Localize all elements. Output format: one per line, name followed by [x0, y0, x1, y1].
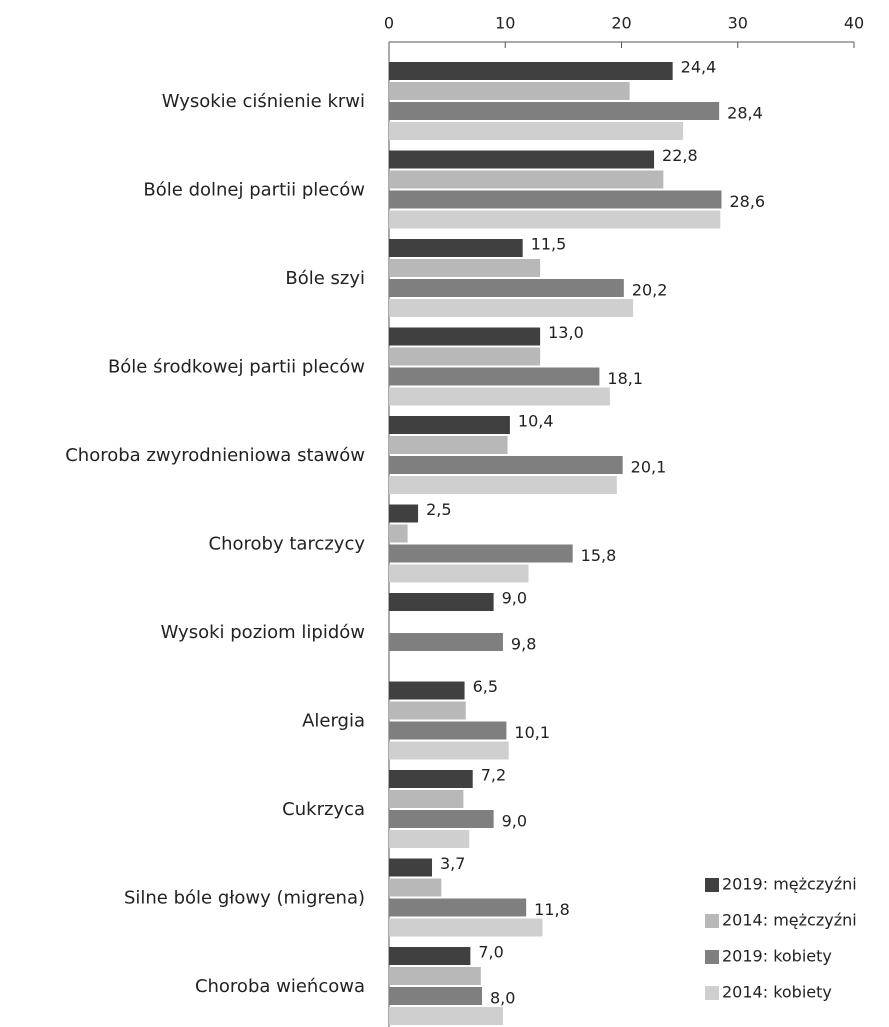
value-label: 10,1: [514, 723, 550, 742]
bar: [389, 790, 464, 808]
bar: [389, 259, 541, 277]
bar: [389, 299, 634, 317]
value-label: 8,0: [490, 989, 515, 1008]
bar: [389, 721, 507, 740]
value-label: 20,2: [632, 281, 668, 300]
bar: [389, 987, 482, 1005]
bar: [389, 210, 721, 229]
x-tick-label: 20: [611, 14, 631, 33]
category-label: Wysoki poziom lipidów: [161, 622, 365, 643]
category-label: Wysokie ciśnienie krwi: [162, 91, 365, 112]
bar: [389, 918, 543, 937]
bar: [389, 416, 510, 434]
legend-label: 2014: mężczyźni: [722, 911, 857, 930]
value-label: 7,2: [481, 766, 506, 785]
value-label: 9,0: [502, 812, 527, 831]
x-tick-label: 10: [495, 14, 515, 33]
value-label: 9,0: [502, 589, 527, 608]
value-label: 24,4: [681, 58, 717, 77]
x-tick-label: 0: [384, 14, 394, 33]
value-label: 28,6: [729, 192, 765, 211]
bar: [389, 633, 503, 651]
value-label: 22,8: [662, 146, 698, 165]
bar: [389, 830, 470, 848]
bar: [389, 436, 508, 454]
category-label: Alergia: [302, 711, 365, 732]
x-tick-label: 40: [844, 14, 864, 33]
bar: [389, 947, 471, 965]
bar: [389, 102, 720, 120]
bar: [389, 170, 664, 189]
value-label: 13,0: [548, 323, 584, 342]
bar: [389, 1007, 503, 1025]
bar: [389, 524, 408, 543]
bar: [389, 387, 610, 406]
bar: [389, 544, 573, 563]
bar: [389, 770, 473, 788]
bar: [389, 810, 494, 828]
legend-swatch: [705, 914, 719, 928]
value-label: 2,5: [426, 500, 451, 519]
category-label: Cukrzyca: [282, 799, 365, 820]
bar: [389, 367, 600, 386]
value-label: 10,4: [518, 412, 554, 431]
bar: [389, 82, 630, 100]
legend-swatch: [705, 986, 719, 1000]
legend-label: 2019: mężczyźni: [722, 875, 857, 894]
bar: [389, 190, 722, 209]
bar: [389, 898, 527, 917]
value-label: 7,0: [478, 943, 503, 962]
bar: [389, 150, 655, 169]
legend-swatch: [705, 950, 719, 964]
bar: [389, 456, 623, 474]
category-label: Bóle szyi: [285, 268, 365, 289]
bar: [389, 701, 466, 720]
value-label: 15,8: [581, 546, 617, 565]
bar: [389, 681, 465, 700]
bar: [389, 122, 684, 140]
category-label: Choroba zwyrodnieniowa stawów: [65, 445, 365, 466]
bar: [389, 858, 433, 877]
value-label: 11,8: [534, 900, 570, 919]
bar: [389, 62, 673, 80]
bar: [389, 476, 617, 494]
value-label: 20,1: [631, 458, 667, 477]
bar: [389, 741, 509, 760]
bar: [389, 878, 442, 897]
value-label: 18,1: [607, 369, 643, 388]
x-tick-label: 30: [728, 14, 748, 33]
value-label: 9,8: [511, 635, 536, 654]
bar: [389, 279, 624, 297]
bar: [389, 347, 541, 366]
bar: [389, 593, 494, 611]
value-label: 6,5: [473, 677, 498, 696]
category-label: Bóle środkowej partii pleców: [108, 357, 365, 378]
category-label: Bóle dolnej partii pleców: [143, 180, 365, 201]
legend-label: 2019: kobiety: [722, 947, 832, 966]
category-label: Choroba wieńcowa: [195, 976, 365, 997]
value-label: 28,4: [727, 104, 763, 123]
bar: [389, 967, 481, 985]
category-label: Choroby tarczycy: [209, 534, 366, 555]
bar: [389, 564, 529, 583]
bar: [389, 327, 541, 346]
value-label: 3,7: [440, 854, 465, 873]
category-label: Silne bóle głowy (migrena): [124, 888, 365, 909]
bar: [389, 239, 523, 257]
legend-label: 2014: kobiety: [722, 983, 832, 1002]
value-label: 11,5: [531, 235, 567, 254]
bar: [389, 504, 419, 523]
legend-swatch: [705, 878, 719, 892]
